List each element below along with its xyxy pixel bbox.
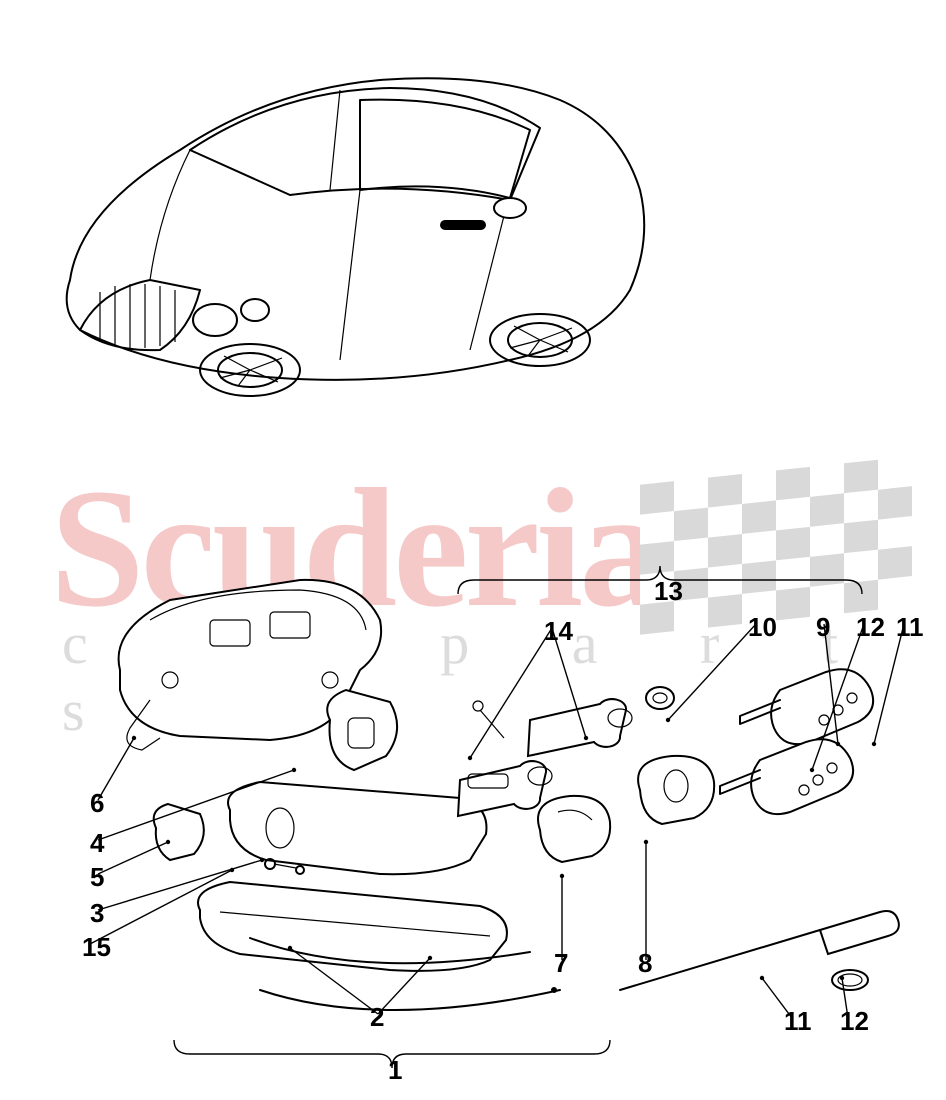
part-14-lock-cylinders — [458, 699, 632, 816]
callout-label-4: 4 — [90, 828, 104, 859]
callout-label-14: 14 — [544, 616, 573, 647]
part-keys — [720, 669, 873, 814]
callout-label-12: 12 — [856, 612, 885, 643]
callout-label-2: 2 — [370, 1002, 384, 1033]
callout-label-5: 5 — [90, 862, 104, 893]
callout-label-1: 1 — [388, 1055, 402, 1086]
parts-exploded-view — [60, 560, 920, 1080]
part-1-handle-assembly — [198, 782, 560, 1010]
part-10-glovebox-cylinder — [646, 687, 674, 709]
callout-label-10: 10 — [748, 612, 777, 643]
callout-label-3: 3 — [90, 898, 104, 929]
callout-label-8: 8 — [638, 948, 652, 979]
part-7-cap — [538, 796, 610, 862]
callout-label-15: 15 — [82, 932, 111, 963]
callout-label-13: 13 — [654, 576, 683, 607]
callout-label-6: 6 — [90, 788, 104, 819]
callout-label-12: 12 — [840, 1006, 869, 1037]
part-12-key-ring — [832, 970, 868, 990]
callout-label-7: 7 — [554, 948, 568, 979]
part-4-escutcheon-backing — [327, 690, 397, 770]
callout-label-11: 11 — [784, 1006, 812, 1037]
diagram-stage: Scuderia c a r p a r t s — [0, 0, 946, 1100]
vehicle-outline — [40, 30, 660, 410]
part-8-cap — [638, 756, 714, 824]
part-5-escutcheon-seal — [154, 804, 204, 860]
callout-label-11: 11 — [896, 612, 924, 643]
callout-label-9: 9 — [816, 612, 830, 643]
part-11-key-tag — [620, 911, 899, 990]
